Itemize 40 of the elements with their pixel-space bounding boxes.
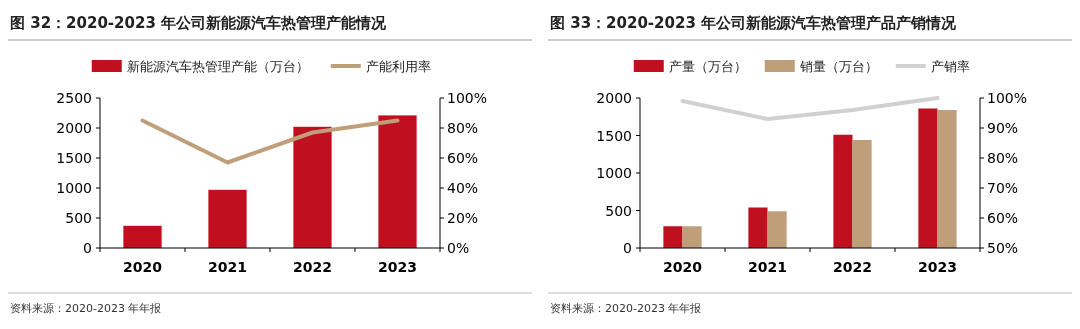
x-tick-label: 2023 [918, 259, 957, 275]
y2-tick-label: 60% [987, 210, 1019, 226]
chart-title: 图 32：2020-2023 年公司新能源汽车热管理产能情况 [10, 14, 388, 32]
legend-label: 产量（万台） [668, 59, 747, 74]
text: 资料来源：2020-2023 年年报 [10, 302, 162, 315]
y2-tick-label: 50% [987, 240, 1019, 256]
legend-label: 新能源汽车热管理产能（万台） [126, 59, 309, 74]
y2-tick-label: 80% [447, 120, 479, 136]
y2-tick-label: 0% [447, 240, 470, 256]
x-tick-label: 2021 [748, 259, 787, 275]
y-tick-label: 0 [623, 240, 632, 256]
x-tick-label: 2020 [123, 259, 163, 275]
y-tick-label: 2000 [596, 90, 632, 106]
x-tick-label: 2022 [833, 259, 872, 275]
y-tick-label: 0 [83, 240, 92, 256]
legend-label: 产能利用率 [365, 59, 431, 74]
x-tick-label: 2020 [663, 259, 703, 275]
y2-tick-label: 80% [987, 150, 1019, 166]
x-tick-label: 2021 [208, 259, 247, 275]
legend-label: 销量（万台） [798, 59, 878, 74]
x-tick-label: 2023 [378, 259, 417, 275]
y-tick-label: 500 [65, 210, 92, 226]
x-tick-label: 2022 [293, 259, 332, 275]
y-tick-label: 2500 [56, 90, 92, 106]
y-tick-label: 500 [605, 202, 632, 219]
y2-tick-label: 100% [987, 90, 1028, 106]
y-tick-label: 1000 [596, 165, 632, 181]
y-tick-label: 1000 [56, 180, 92, 196]
y2-tick-label: 40% [447, 180, 479, 196]
y-tick-label: 1500 [596, 127, 632, 144]
chart-title: 图 33：2020-2023 年公司新能源汽车热管理产品产销情况 [550, 14, 958, 32]
y2-tick-label: 100% [447, 90, 488, 106]
y2-tick-label: 90% [987, 120, 1019, 136]
y-tick-label: 2000 [56, 120, 92, 136]
legend-label: 产销率 [930, 59, 970, 74]
y2-tick-label: 70% [987, 180, 1019, 196]
y-tick-label: 1500 [56, 150, 92, 166]
y2-tick-label: 20% [447, 210, 479, 226]
y2-tick-label: 60% [447, 150, 479, 166]
text: 资料来源：2020-2023 年年报 [550, 302, 702, 315]
